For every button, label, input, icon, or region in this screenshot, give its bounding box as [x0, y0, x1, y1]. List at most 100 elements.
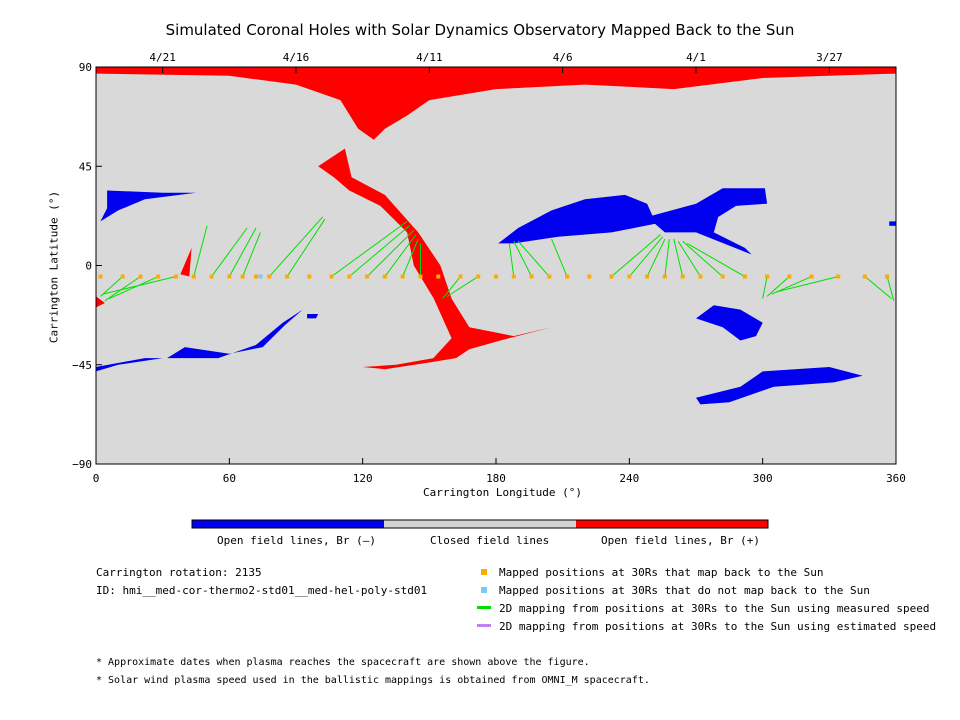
coronal-hole-negative-10 [696, 367, 863, 405]
mapped-point-3 [156, 274, 161, 279]
colorbar-label-closed: Closed field lines [430, 534, 550, 547]
legend-swatch-unmapped [481, 587, 487, 593]
y-tick-label-4: 90 [79, 61, 92, 74]
x-tick-label-4: 240 [619, 472, 639, 485]
footnote-1: * Approximate dates when plasma reaches … [96, 657, 590, 668]
mapping-line-30 [762, 276, 768, 299]
mapped-point-39 [836, 274, 841, 279]
legend-swatch-estimated [477, 624, 491, 627]
coronal-hole-negative-12 [889, 221, 896, 226]
mapping-line-8 [268, 216, 324, 277]
mapping-line-7 [242, 232, 261, 277]
x-tick-label-2: 120 [353, 472, 373, 485]
mapped-point-41 [885, 274, 890, 279]
mapped-point-36 [765, 274, 770, 279]
chart-title: Simulated Coronal Holes with Solar Dynam… [165, 21, 795, 39]
mapped-point-13 [329, 274, 334, 279]
x-tick-label-5: 300 [753, 472, 773, 485]
x-tick-label-3: 180 [486, 472, 506, 485]
y-tick-label-1: −45 [72, 359, 92, 372]
mapping-line-27 [677, 240, 701, 277]
mapped-point-23 [511, 274, 516, 279]
mapped-point-28 [609, 274, 614, 279]
coronal-hole-negative-5 [100, 190, 196, 222]
mapped-point-40 [862, 274, 867, 279]
colorbar-closed [384, 520, 576, 528]
x-axis-label: Carrington Longitude (°) [423, 486, 582, 499]
coronal-hole-negative-8 [647, 188, 768, 255]
mapping-line-24 [646, 238, 666, 277]
mapped-point-27 [587, 274, 592, 279]
legend-swatch-measured [477, 606, 491, 609]
carrington-rotation: Carrington rotation: 2135 [96, 566, 262, 579]
legend-label-unmapped: Mapped positions at 30Rs that do not map… [499, 584, 870, 597]
mapped-point-17 [400, 274, 405, 279]
mapped-point-21 [476, 274, 481, 279]
coronal-hole-positive-2 [362, 349, 456, 370]
mapping-line-21 [551, 238, 568, 277]
mapped-point-18 [418, 274, 423, 279]
mapping-line-35 [886, 276, 895, 301]
mapping-line-26 [673, 238, 684, 277]
legend-label-mapped: Mapped positions at 30Rs that map back t… [499, 566, 824, 579]
top-date-label-1: 4/16 [283, 51, 310, 64]
mapped-point-12 [307, 274, 312, 279]
mapped-point-19 [436, 274, 441, 279]
mapped-point-9 [254, 274, 258, 279]
coronal-hole-negative-9 [696, 305, 763, 341]
coronal-hole-positive-1 [318, 148, 552, 363]
legend-swatch-mapped [481, 569, 487, 575]
mapped-point-20 [458, 274, 463, 279]
mapping-line-1 [104, 276, 141, 302]
mapped-point-24 [529, 274, 534, 279]
mapping-line-28 [682, 240, 723, 277]
mapped-point-6 [209, 274, 214, 279]
mapped-point-15 [365, 274, 370, 279]
coronal-hole-negative-6 [96, 309, 303, 372]
mapped-point-29 [627, 274, 632, 279]
model-id: ID: hmi__med-cor-thermo2-std01__med-hel-… [96, 584, 428, 597]
legend-label-measured: 2D mapping from positions at 30Rs to the… [499, 602, 930, 615]
colorbar-negative [192, 520, 384, 528]
mapped-point-35 [742, 274, 747, 279]
plot-background [96, 67, 896, 464]
coronal-hole-positive-4 [96, 296, 105, 308]
x-tick-label-1: 60 [223, 472, 236, 485]
top-date-label-4: 4/1 [686, 51, 706, 64]
footnote-2: * Solar wind plasma speed used in the ba… [96, 675, 650, 686]
mapping-line-23 [628, 236, 664, 277]
unmapped-point-0 [258, 274, 263, 279]
mapping-line-3 [102, 276, 177, 295]
y-tick-label-2: 0 [85, 260, 92, 273]
mapped-point-26 [565, 274, 570, 279]
mapped-point-8 [240, 274, 245, 279]
mapped-point-0 [98, 274, 103, 279]
mapping-line-19 [513, 241, 533, 277]
mapping-line-17 [446, 276, 479, 297]
mapped-point-4 [174, 274, 178, 279]
coronal-hole-positive-0 [96, 67, 896, 140]
coronal-hole-negative-7 [498, 194, 656, 244]
top-date-label-2: 4/11 [416, 51, 443, 64]
mapped-point-25 [547, 274, 552, 279]
top-date-label-5: 3/27 [816, 51, 843, 64]
mapped-point-14 [347, 274, 352, 279]
mapping-line-29 [686, 243, 746, 277]
mapping-line-34 [864, 276, 892, 299]
coronal-hole-positive-3 [180, 247, 192, 277]
mapping-line-6 [228, 227, 257, 277]
mapping-line-2 [109, 276, 159, 300]
mapped-point-33 [698, 274, 703, 279]
mapped-point-2 [138, 274, 143, 279]
x-tick-label-6: 360 [886, 472, 906, 485]
mapping-line-0 [100, 276, 123, 297]
colorbar-label-positive: Open field lines, Br (+) [601, 534, 760, 547]
legend-label-estimated: 2D mapping from positions at 30Rs to the… [499, 620, 937, 633]
mapping-line-10 [331, 220, 408, 277]
top-date-label-0: 4/21 [149, 51, 176, 64]
mapping-line-20 [517, 240, 550, 277]
top-date-label-3: 4/6 [553, 51, 573, 64]
mapping-line-12 [366, 229, 415, 277]
